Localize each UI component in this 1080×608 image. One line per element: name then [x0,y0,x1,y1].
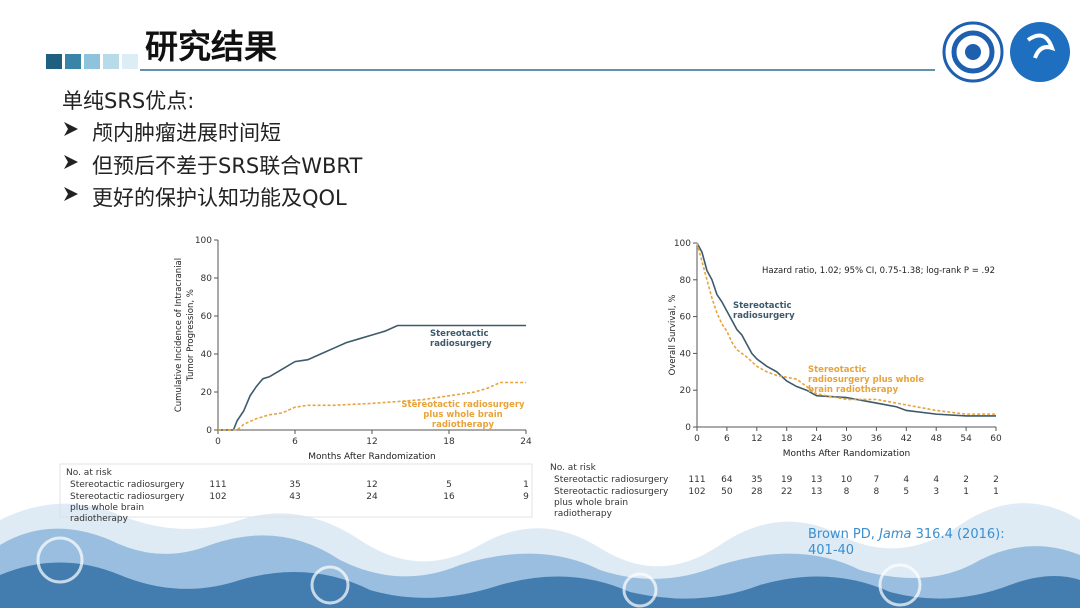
y-tick-label: 20 [201,388,213,398]
bullet: 更好的保护认知功能及QOL [92,186,347,210]
risk-count: 2 [963,475,969,485]
x-tick-label: 18 [781,434,793,444]
x-tick-label: 0 [215,437,221,447]
risk-count: 43 [289,492,301,502]
risk-count: 22 [780,487,793,497]
citation-journal: Jama [879,527,912,542]
x-tick-label: 6 [724,434,730,444]
x-tick-label: 24 [520,437,532,447]
x-tick-label: 6 [292,437,298,447]
bullet-markers [64,122,78,201]
risk-count: 1 [523,480,529,490]
line-series [218,324,526,431]
risk-row-name: Stereotactic radiosurgery [554,475,669,485]
x-tick-label: 12 [366,437,377,447]
y-tick-label: 0 [685,423,691,433]
y-axis-label: Tumor Progression, % [186,289,196,382]
risk-count: 24 [366,492,378,502]
risk-count: 8 [843,487,850,497]
y-tick-label: 100 [195,236,212,246]
risk-count: 111 [209,480,227,490]
risk-count: 8 [873,487,880,497]
citation: Brown PD, Jama 316.4 (2016): 401-40 [808,527,1005,559]
risk-count: 111 [688,475,706,485]
series-label: Stereotactic radiosurgery plus whole bra… [401,400,525,430]
risk-count: 1 [993,487,999,497]
risk-count: 9 [523,492,529,502]
risk-count: 16 [443,492,455,502]
annotation: Hazard ratio, 1.02; 95% CI, 0.75-1.38; l… [762,266,995,276]
bullet: 颅内肿瘤进展时间短 [92,121,281,145]
x-tick-label: 24 [811,434,823,444]
risk-count: 7 [873,475,880,485]
risk-table-label: No. at risk [550,463,596,473]
lead-text: 单纯SRS优点: [62,89,195,113]
risk-count: 13 [810,475,823,485]
y-tick-label: 0 [206,426,212,436]
risk-count: 1 [963,487,969,497]
line-series [696,242,996,417]
y-tick-label: 60 [680,313,692,323]
risk-count: 102 [209,492,227,502]
risk-count: 4 [933,475,940,485]
risk-count: 5 [446,480,452,490]
x-tick-label: 36 [871,434,883,444]
risk-count: 19 [780,475,793,485]
line-series [218,381,526,431]
citation-part: Brown PD, [808,527,880,542]
risk-count: 2 [993,475,999,485]
y-tick-label: 80 [201,274,213,284]
risk-count: 5 [903,487,910,497]
risk-count: 10 [840,475,853,485]
risk-count: 28 [751,487,763,497]
wave-decoration [0,503,1080,608]
risk-count: 50 [721,487,733,497]
risk-table-frame [59,463,533,518]
x-tick-label: 48 [930,434,942,444]
series-label: Stereotactic radiosurgery [733,301,795,321]
risk-count: 13 [810,487,823,497]
bullet: 但预后不差于SRS联合WBRT [92,154,363,178]
x-tick-label: 18 [443,437,455,447]
risk-count: 3 [933,487,940,497]
y-tick-label: 40 [201,350,213,360]
x-tick-label: 0 [694,434,700,444]
risk-row-name: Stereotactic radiosurgery plus whole bra… [554,487,669,519]
x-tick-label: 60 [990,434,1002,444]
series-label: Stereotactic radiosurgery plus whole bra… [808,365,925,395]
x-axis-label: Months After Randomization [783,449,910,459]
y-tick-label: 80 [680,276,692,286]
y-tick-label: 20 [680,386,692,396]
risk-count: 35 [751,475,763,485]
series-label: Stereotactic radiosurgery [430,329,492,349]
risk-count: 12 [366,480,378,490]
x-axis-label: Months After Randomization [308,452,435,462]
citation-part: 316.4 (2016): [911,527,1005,542]
risk-count: 64 [721,475,733,485]
y-axis-label: Overall Survival, % [668,295,678,376]
header-decoration [46,21,1070,83]
x-tick-label: 30 [841,434,853,444]
line-series [696,242,996,415]
y-tick-label: 60 [201,312,213,322]
risk-count: 102 [688,487,706,497]
risk-row-name: Stereotactic radiosurgery [70,480,185,490]
y-tick-label: 100 [674,239,691,249]
y-axis-label: Cumulative Incidence of Intracranial [174,258,184,412]
y-tick-label: 40 [680,349,692,359]
risk-count: 4 [903,475,910,485]
slide-title: 研究结果 [145,27,277,66]
risk-count: 35 [289,480,301,490]
citation-part: 401-40 [808,543,855,558]
x-tick-label: 54 [960,434,972,444]
risk-table-label: No. at risk [66,468,112,478]
x-tick-label: 42 [901,434,912,444]
x-tick-label: 12 [751,434,762,444]
risk-row-name: Stereotactic radiosurgery plus whole bra… [70,492,185,524]
